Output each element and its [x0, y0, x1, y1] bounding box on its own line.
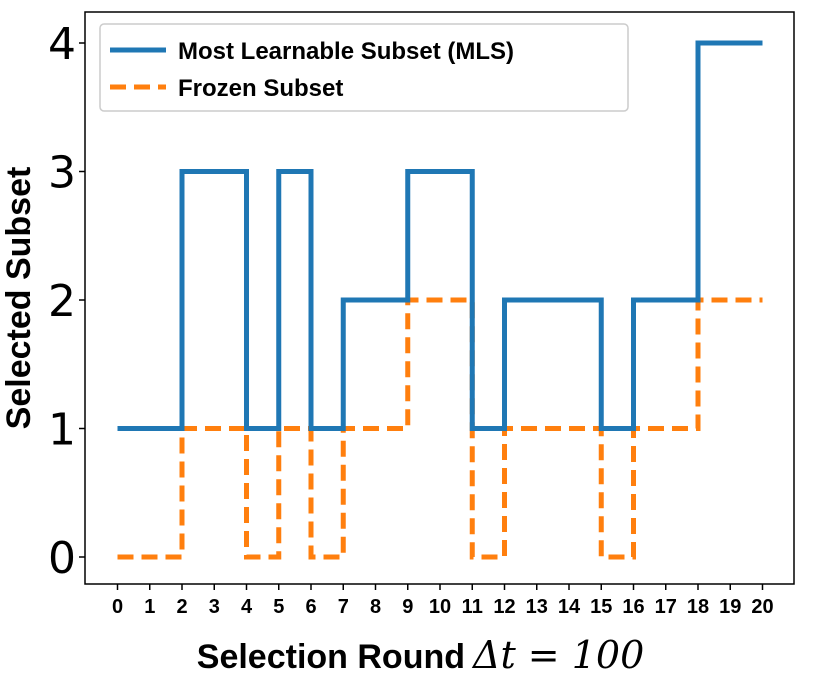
legend-box	[99, 23, 629, 112]
x-tick-label-6: 6	[305, 596, 316, 618]
series-layer	[117, 40, 763, 560]
legend-label-frozen: Frozen Subset	[178, 75, 343, 102]
y-tick-label-4: 4	[48, 19, 76, 70]
x-tick-label-5: 5	[273, 596, 284, 618]
x-tick-label-10: 10	[429, 596, 451, 618]
x-tick-label-4: 4	[241, 596, 253, 618]
x-tick-label-17: 17	[655, 596, 677, 618]
x-tick-label-19: 19	[719, 596, 741, 618]
x-tick-label-12: 12	[493, 596, 515, 618]
y-tick-label-2: 2	[48, 276, 76, 327]
y-tick-label-0: 0	[48, 533, 76, 584]
x-tick-label-15: 15	[590, 596, 612, 618]
series-line-frozen	[117, 297, 763, 560]
y-tick-label-3: 3	[48, 148, 76, 199]
x-tick-label-2: 2	[176, 596, 187, 618]
y-tick-label-1: 1	[48, 405, 76, 456]
x-axis-label-math: Δt = 100	[471, 633, 644, 677]
x-tick-label-11: 11	[462, 596, 483, 618]
x-tick-label-1: 1	[144, 596, 155, 618]
legend-label-mls: Most Learnable Subset (MLS)	[178, 38, 514, 65]
x-tick-label-14: 14	[558, 596, 581, 618]
x-tick-label-18: 18	[687, 596, 709, 618]
x-tick-label-13: 13	[526, 596, 548, 618]
x-axis-ticks: 0 1 2 3 4 5 6 7 8 9 10 11 12 13 14 15 16 17 18 19 20	[112, 584, 774, 618]
x-tick-label-0: 0	[112, 596, 123, 618]
x-axis-label: Selection Round	[197, 638, 465, 676]
y-axis-label: Selected Subset	[0, 167, 38, 430]
y-axis-ticks: 0 1 2 3 4	[48, 19, 85, 584]
x-tick-label-20: 20	[751, 596, 773, 618]
x-tick-label-16: 16	[622, 596, 644, 618]
x-tick-label-8: 8	[370, 596, 381, 618]
series-line-mls	[117, 40, 763, 431]
x-tick-label-3: 3	[209, 596, 220, 618]
legend: Most Learnable Subset (MLS) Frozen Subse…	[99, 23, 629, 112]
x-tick-label-9: 9	[402, 596, 413, 618]
x-tick-label-7: 7	[338, 596, 349, 618]
